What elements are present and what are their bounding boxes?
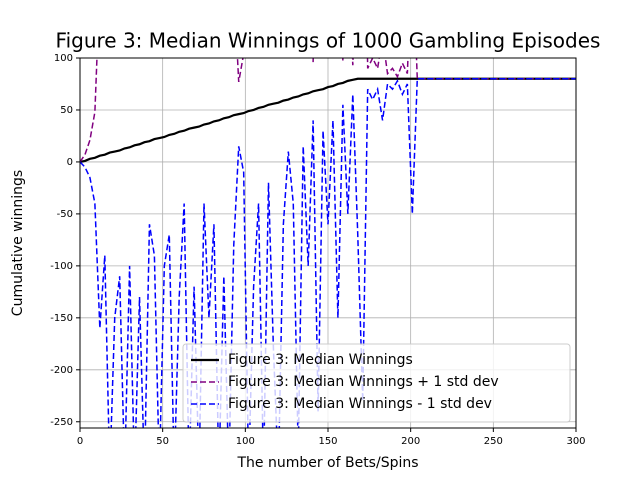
plot-lines <box>80 58 576 428</box>
x-tick-label: 300 <box>566 436 585 447</box>
legend-box <box>182 343 571 423</box>
x-tick-label: 50 <box>156 436 169 447</box>
x-tick-label: 150 <box>318 436 337 447</box>
legend: Figure 3: Median Winnings Figure 3: Media… <box>182 343 571 423</box>
x-tick-label: 0 <box>77 436 83 447</box>
y-tick-label: 0 <box>67 157 73 168</box>
series-line <box>80 78 576 428</box>
y-tick-label: -100 <box>50 261 73 272</box>
legend-label: Figure 3: Median Winnings + 1 std dev <box>228 374 499 390</box>
y-axis-label: Cumulative winnings <box>10 170 26 316</box>
x-tick-label: 100 <box>236 436 255 447</box>
series-line <box>80 77 576 164</box>
legend-label: Figure 3: Median Winnings - 1 std dev <box>228 396 492 412</box>
y-tick-label: -250 <box>50 417 73 428</box>
x-axis-label: The number of Bets/Spins <box>236 455 418 471</box>
x-tick-label: 250 <box>484 436 503 447</box>
y-tick-label: -150 <box>50 313 73 324</box>
y-tick-label: -200 <box>50 365 73 376</box>
y-tick-label: 50 <box>60 105 73 116</box>
y-tick-label: -50 <box>57 209 73 220</box>
legend-label: Figure 3: Median Winnings <box>228 352 413 368</box>
chart-title: Figure 3: Median Winnings of 1000 Gambli… <box>56 29 601 53</box>
x-tick-label: 200 <box>401 436 420 447</box>
ticks: 0 50 100 150 200 250 300 -250 -200 -150 -100 -50 0 50… <box>50 53 585 447</box>
y-tick-label: 100 <box>54 53 73 64</box>
